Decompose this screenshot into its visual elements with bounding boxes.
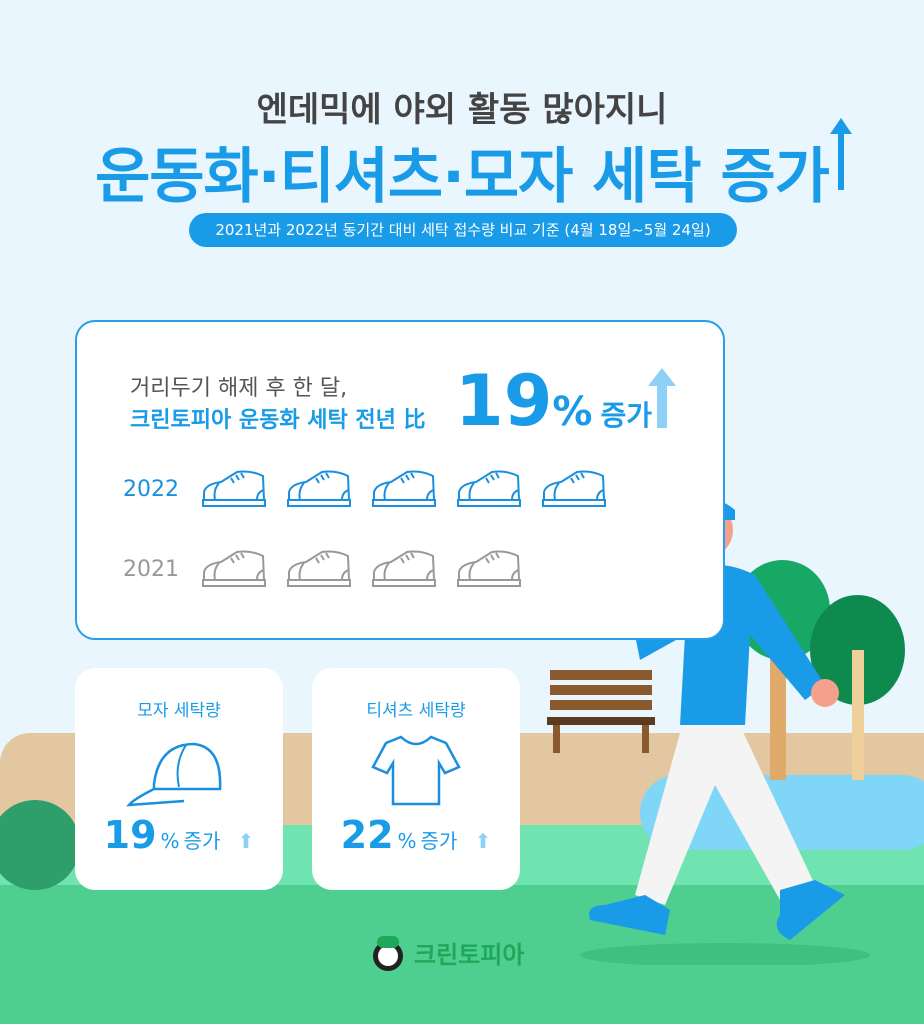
sneaker-increase-value: 19% 증가 — [455, 360, 653, 442]
up-arrow-icon — [830, 118, 852, 190]
year-label: 2021 — [123, 556, 179, 582]
sneaker-icon — [287, 550, 351, 587]
subtitle: 엔데믹에 야외 활동 많아지니 — [256, 90, 668, 130]
sneaker-icon — [202, 550, 266, 587]
tshirt-stats-card: 티셔츠 세탁량 22% 증가 ⬆ — [312, 668, 520, 890]
tshirt-card-label: 티셔츠 세탁량 — [366, 701, 466, 721]
up-arrow-icon — [648, 368, 676, 428]
tshirt-increase-value: 22% 증가 ⬆ — [340, 813, 492, 857]
tree-trunk — [770, 640, 786, 780]
pictogram-row-2021: 2021 — [123, 550, 607, 588]
bush — [0, 800, 80, 890]
sneaker-icon — [457, 470, 521, 507]
sneaker-icon — [202, 470, 266, 507]
comparison-basis-badge: 2021년과 2022년 동기간 대비 세탁 접수량 비교 기준 (4월 18일… — [189, 213, 737, 247]
sneaker-icon — [372, 550, 436, 587]
pictogram-rows: 2022 2021 — [123, 470, 607, 630]
tree-trunk — [852, 650, 864, 780]
card-line1: 거리두기 해제 후 한 달, — [130, 376, 348, 401]
sneaker-icon — [457, 550, 521, 587]
tshirt-icon — [371, 735, 461, 806]
brand-mascot-icon — [373, 936, 403, 971]
sneaker-icon — [287, 470, 351, 507]
sneaker-icon — [372, 470, 436, 507]
cap-increase-value: 19% 증가 ⬆ — [103, 813, 255, 857]
cap-card-label: 모자 세탁량 — [137, 701, 221, 721]
cap-stats-card: 모자 세탁량 19% 증가 ⬆ — [75, 668, 283, 890]
pictogram-row-2022: 2022 — [123, 470, 607, 508]
year-label: 2022 — [123, 476, 179, 502]
main-title: 운동화·티셔츠·모자 세탁 증가 — [95, 142, 830, 212]
bench-illustration — [547, 670, 655, 753]
brand-name: 크린토피아 — [414, 940, 525, 969]
cap-icon — [126, 742, 222, 807]
sneaker-icon — [542, 470, 606, 507]
brand-logo: 크린토피아 — [368, 932, 524, 972]
card-line2: 크린토피아 운동화 세탁 전년 比 — [130, 408, 426, 433]
